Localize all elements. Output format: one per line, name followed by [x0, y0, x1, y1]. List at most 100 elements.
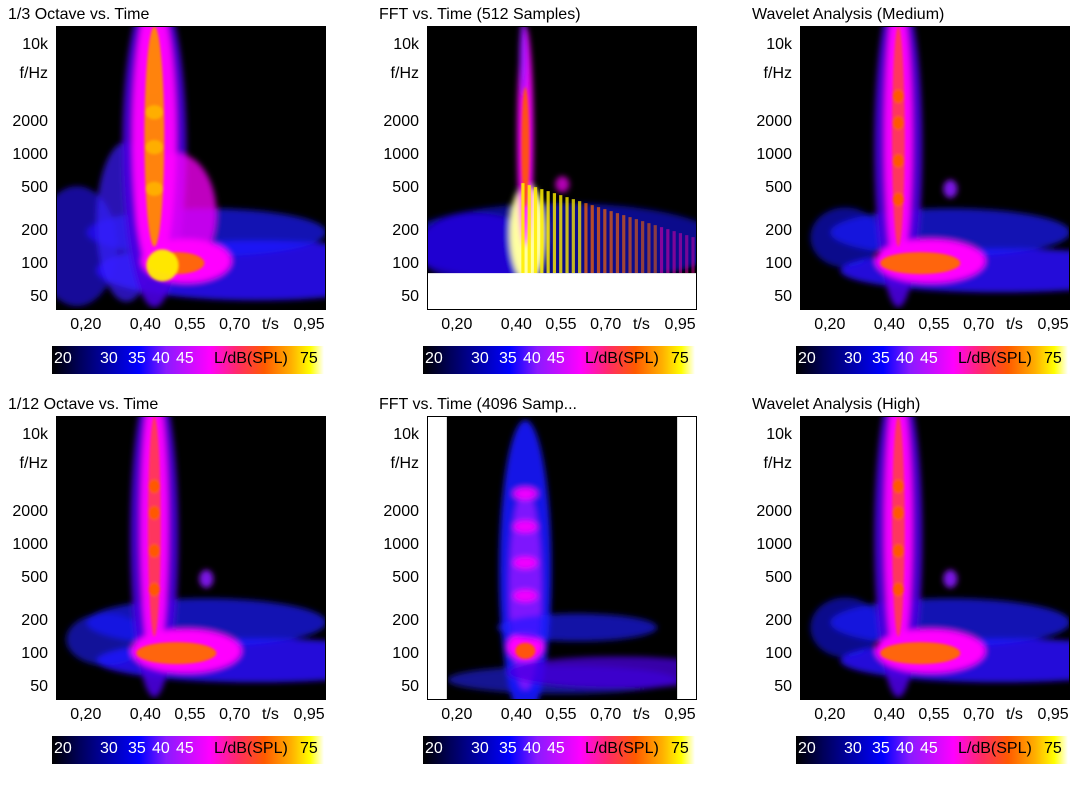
x-tick-label: 0,20: [814, 706, 846, 723]
x-tick-label: 0,95: [664, 316, 696, 333]
y-tick-label: 200: [765, 222, 792, 240]
y-tick-label: 10k: [393, 36, 419, 54]
x-tick-label: 0,20: [814, 316, 846, 333]
y-tick-label: 10k: [393, 426, 419, 444]
y-tick-label: 2000: [383, 502, 419, 520]
left-floor: [66, 613, 147, 666]
harmonic-stripe: [672, 231, 676, 274]
harmonic-stripe: [559, 195, 563, 274]
heatmap-plot: [56, 26, 326, 310]
harmonic-stripe: [609, 211, 613, 274]
colorbar-label: 35: [872, 740, 890, 757]
colorbar-label: 75: [300, 350, 318, 367]
x-tick-label: 0,40: [129, 316, 161, 333]
x-tick-label: 0,95: [1037, 316, 1069, 333]
heatmap-svg: [57, 417, 325, 699]
colorbar-label: 75: [1044, 350, 1062, 367]
heatmap-plot: [427, 26, 697, 310]
x-tick-label: t/s: [632, 316, 650, 333]
low-core: [136, 642, 217, 665]
x-tick-label: 0,55: [918, 316, 950, 333]
colorbar-label: 30: [471, 350, 489, 367]
harmonic-stripe: [628, 217, 632, 274]
mode-spot: [892, 115, 904, 130]
y-tick-label: 50: [30, 288, 48, 306]
y-tick-label: 50: [30, 678, 48, 696]
colorbar-label: 40: [523, 740, 541, 757]
x-tick-label: 0,95: [293, 706, 325, 723]
y-tick-label: 10k: [22, 426, 48, 444]
colorbar-label: L/dB(SPL): [214, 350, 288, 367]
colorbar-label: 30: [471, 740, 489, 757]
y-tick-label: 200: [21, 222, 48, 240]
harmonic-stripe: [584, 203, 588, 274]
colorbar-label: 30: [844, 740, 862, 757]
harmonic-stripe: [653, 225, 657, 274]
x-tick-label: t/s: [1005, 706, 1023, 723]
heatmap-plot: [800, 416, 1070, 700]
harmonic-stripe: [603, 209, 607, 274]
colorbar-label: 40: [152, 740, 170, 757]
x-tick-label: 0,70: [963, 706, 995, 723]
spectrogram-panel: 1/3 Octave vs. Time 10k f/Hz 2000 1000 500 200…: [4, 6, 356, 396]
colorbar-label: 75: [1044, 740, 1062, 757]
colorbar-label: 75: [671, 740, 689, 757]
y-tick-label: 1000: [383, 145, 419, 163]
x-tick-label: 0,40: [873, 316, 905, 333]
heatmap-plot: [427, 416, 697, 700]
y-tick-label: f/Hz: [390, 454, 419, 472]
colorbar-label: L/dB(SPL): [585, 350, 659, 367]
harmonic-stripe: [615, 213, 620, 274]
tail2: [497, 613, 658, 642]
y-tick-label: 500: [21, 178, 48, 196]
y-tick-label: 2000: [12, 112, 48, 130]
x-tick-label: 0,70: [590, 706, 622, 723]
y-tick-label: 100: [21, 255, 48, 273]
spot-500: [555, 176, 570, 193]
x-tick-label: 0,20: [70, 706, 102, 723]
y-tick-label: 2000: [756, 502, 792, 520]
x-tick-label: 0,95: [293, 316, 325, 333]
y-tick-label: 10k: [766, 426, 792, 444]
mode-blob: [513, 589, 538, 602]
x-tick-label: 0,55: [174, 316, 206, 333]
onset-core: [521, 87, 530, 208]
low-yellow: [146, 249, 179, 282]
mode-spot: [892, 89, 904, 104]
heatmap-svg: [428, 27, 696, 309]
harmonic-stripe: [546, 191, 550, 274]
colorbar-label: 45: [920, 350, 938, 367]
harmonic-stripe: [691, 237, 695, 274]
column-core: [148, 417, 161, 637]
colorbar-label: 45: [920, 740, 938, 757]
mode-spot: [148, 479, 160, 494]
y-tick-label: 100: [21, 645, 48, 663]
column-core: [144, 27, 165, 247]
colorbar-label: 75: [671, 350, 689, 367]
y-tick-label: f/Hz: [763, 64, 792, 82]
low-core: [880, 252, 961, 275]
y-tick-label: 1000: [383, 535, 419, 553]
x-tick-label: t/s: [1005, 316, 1023, 333]
x-tick-label: 0,40: [129, 706, 161, 723]
harmonic-stripe: [571, 199, 575, 274]
x-tick-label: 0,95: [1037, 706, 1069, 723]
harmonic-stripe: [647, 223, 651, 274]
y-tick-label: 500: [765, 568, 792, 586]
spectrogram-panel: FFT vs. Time (512 Samples) 10k f/Hz 2000 100…: [375, 6, 727, 396]
harmonic-stripe: [590, 205, 594, 274]
spectrogram-panel: Wavelet Analysis (Medium) 10k f/Hz 2000 1000…: [748, 6, 1080, 396]
low-core: [515, 642, 536, 659]
colorbar-label: 40: [896, 740, 914, 757]
y-tick-label: 200: [765, 612, 792, 630]
harmonic-stripe: [578, 201, 582, 274]
spectrogram-panel: 1/12 Octave vs. Time 10k f/Hz 2000 1000 500 20…: [4, 396, 356, 786]
harmonic-stripe: [622, 215, 626, 274]
y-tick-label: f/Hz: [763, 454, 792, 472]
y-tick-label: 200: [392, 222, 419, 240]
colorbar-label: 20: [798, 740, 816, 757]
streak-top: [519, 27, 528, 97]
y-tick-label: 50: [774, 678, 792, 696]
x-tick-label: 0,70: [590, 316, 622, 333]
colorbar-label: L/dB(SPL): [958, 740, 1032, 757]
